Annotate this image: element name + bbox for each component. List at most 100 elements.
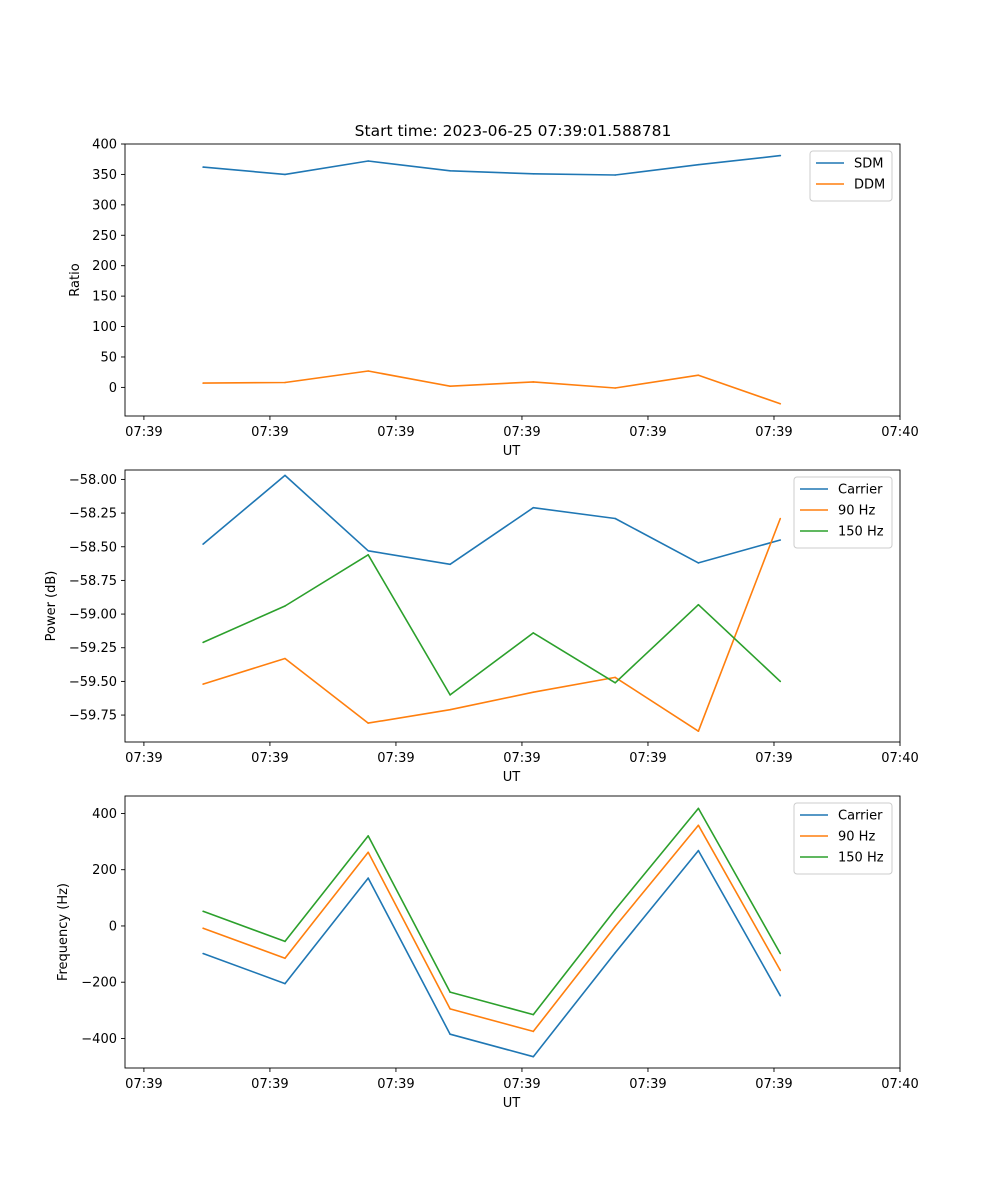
data-point-90-hz <box>697 730 700 732</box>
data-point-90-hz <box>284 657 286 660</box>
data-point-150-hz <box>367 835 370 837</box>
data-point-carrier <box>284 474 286 477</box>
y-tick-label: 200 <box>92 863 117 878</box>
x-tick-label: 07:39 <box>629 751 666 766</box>
x-tick-label: 07:39 <box>755 751 792 766</box>
data-point-150-hz <box>779 952 782 955</box>
series-line-carrier <box>202 849 781 1058</box>
data-point-ddm <box>449 385 451 388</box>
data-point-90-hz <box>532 1030 535 1033</box>
data-point-ddm <box>697 374 700 377</box>
data-point-90-hz <box>202 927 204 929</box>
x-tick-label: 07:39 <box>503 425 540 440</box>
data-point-sdm <box>202 166 204 168</box>
series-line-carrier <box>202 474 781 566</box>
data-point-carrier <box>614 517 616 520</box>
data-point-150-hz <box>367 554 370 556</box>
x-axis-label: UT <box>503 444 521 459</box>
data-point-carrier <box>532 1055 535 1058</box>
data-point-sdm <box>532 173 535 175</box>
axes-frame <box>124 469 901 743</box>
data-point-150-hz <box>284 605 286 607</box>
axes-frame <box>124 795 901 1069</box>
data-point-150-hz <box>532 632 535 634</box>
chart-title: Start time: 2023-06-25 07:39:01.588781 <box>355 122 672 140</box>
x-tick-label: 07:39 <box>377 1077 414 1092</box>
data-point-ddm <box>779 403 782 405</box>
data-point-90-hz <box>779 517 782 520</box>
data-point-carrier <box>779 994 782 997</box>
x-axis-label: UT <box>503 770 521 785</box>
y-axis-label: Power (dB) <box>44 571 59 642</box>
y-tick-label: 50 <box>100 350 117 365</box>
data-point-150-hz <box>449 991 451 993</box>
data-point-150-hz <box>284 940 286 943</box>
data-point-150-hz <box>532 1013 535 1016</box>
y-tick-label: −200 <box>81 976 117 991</box>
data-point-ddm <box>367 370 370 372</box>
series-line-90-hz <box>202 824 781 1033</box>
x-tick-label: 07:39 <box>251 751 288 766</box>
data-point-150-hz <box>202 910 204 913</box>
data-point-sdm <box>367 160 370 162</box>
data-point-sdm <box>779 154 782 157</box>
data-point-90-hz <box>284 957 286 960</box>
x-tick-label: 07:39 <box>629 425 666 440</box>
legend-label-carrier: Carrier <box>838 809 883 824</box>
data-point-90-hz <box>449 708 451 711</box>
y-tick-label: −59.50 <box>69 675 117 690</box>
y-tick-label: −59.00 <box>69 608 117 623</box>
y-tick-label: −58.75 <box>69 574 117 589</box>
x-tick-label: 07:39 <box>377 425 414 440</box>
data-point-150-hz <box>614 908 616 911</box>
data-point-carrier <box>697 562 700 564</box>
x-tick-label: 07:39 <box>125 425 162 440</box>
y-tick-label: −58.50 <box>69 540 117 555</box>
series-line-150-hz <box>202 553 781 696</box>
data-point-carrier <box>367 550 370 552</box>
x-tick-label: 07:39 <box>755 1077 792 1092</box>
y-tick-label: 150 <box>92 290 117 305</box>
x-tick-label: 07:39 <box>251 1077 288 1092</box>
data-point-carrier <box>202 952 204 955</box>
data-point-ddm <box>284 381 286 384</box>
data-point-carrier <box>779 539 782 541</box>
data-point-sdm <box>449 170 451 172</box>
x-tick-label: 07:39 <box>755 425 792 440</box>
y-tick-label: −58.00 <box>69 473 117 488</box>
subplot-power: 07:39 07:39 07:39 07:39 07:39 07:39 07:40 −59.7… <box>44 469 919 785</box>
data-point-ddm <box>614 387 616 389</box>
y-axis-label: Frequency (Hz) <box>56 883 71 981</box>
data-point-sdm <box>284 173 286 176</box>
x-tick-label: 07:39 <box>125 751 162 766</box>
legend-label-90-hz: 90 Hz <box>838 830 875 845</box>
y-tick-label: 350 <box>92 168 117 183</box>
y-axis-label: Ratio <box>68 263 83 296</box>
data-point-90-hz <box>367 851 370 854</box>
legend-label-sdm: SDM <box>854 157 883 172</box>
data-point-90-hz <box>367 722 370 724</box>
subplot-ratio: 07:39 07:39 07:39 07:39 07:39 07:39 07:40 0 50 10… <box>68 138 919 460</box>
legend-label-150-hz: 150 Hz <box>838 851 884 866</box>
data-point-sdm <box>697 163 700 166</box>
legend-label-carrier: Carrier <box>838 483 883 498</box>
legend-label-ddm: DDM <box>854 178 885 193</box>
x-tick-label: 07:39 <box>251 425 288 440</box>
data-point-carrier <box>449 563 451 566</box>
data-point-90-hz <box>614 925 616 928</box>
data-point-sdm <box>614 174 616 176</box>
data-point-150-hz <box>614 682 616 684</box>
legend-label-150-hz: 150 Hz <box>838 525 884 540</box>
x-axis-label: UT <box>503 1096 521 1111</box>
data-point-90-hz <box>532 691 535 693</box>
data-point-90-hz <box>202 683 204 685</box>
series-line-90-hz <box>202 518 782 733</box>
data-point-90-hz <box>779 969 782 972</box>
x-tick-label: 07:39 <box>377 751 414 766</box>
x-tick-label: 07:40 <box>881 751 918 766</box>
x-tick-label: 07:39 <box>503 1077 540 1092</box>
data-point-150-hz <box>697 807 700 810</box>
data-point-carrier <box>614 951 616 954</box>
data-point-90-hz <box>697 824 700 827</box>
data-point-carrier <box>532 506 535 509</box>
